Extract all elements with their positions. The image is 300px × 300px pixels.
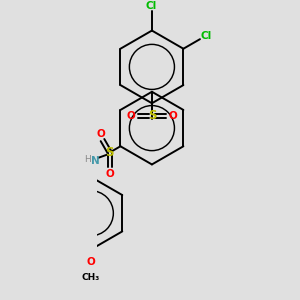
Text: CH₃: CH₃	[82, 273, 100, 282]
Text: Cl: Cl	[145, 1, 157, 11]
Text: S: S	[148, 109, 156, 122]
Text: N: N	[91, 156, 100, 166]
Text: O: O	[96, 129, 105, 139]
Text: O: O	[169, 111, 177, 121]
Text: H: H	[85, 155, 91, 164]
Text: O: O	[127, 111, 135, 121]
Text: O: O	[86, 257, 95, 267]
Text: O: O	[105, 169, 114, 178]
Text: Cl: Cl	[200, 31, 211, 41]
Text: S: S	[105, 146, 114, 159]
